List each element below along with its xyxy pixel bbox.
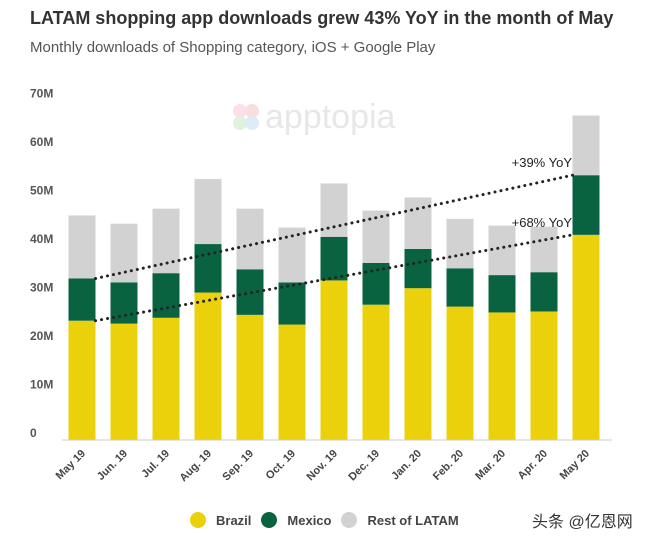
bar-brazil: [68, 320, 96, 440]
y-tick-label: 10M: [30, 378, 53, 392]
y-tick-label: 20M: [30, 329, 53, 343]
bar-rest-of-latam: [236, 208, 264, 270]
bar-brazil: [530, 311, 558, 440]
bar-rest-of-latam: [194, 179, 222, 245]
x-tick-label: Oct. 19: [264, 448, 298, 482]
bar-mexico: [152, 273, 180, 318]
legend-item: Mexico: [261, 512, 331, 528]
bar-mexico: [110, 282, 138, 324]
x-tick-label: Jul. 19: [139, 448, 172, 481]
bar-rest-of-latam: [362, 210, 390, 263]
bar-rest-of-latam: [446, 218, 474, 269]
bar-mexico: [320, 236, 348, 281]
chart-subtitle: Monthly downloads of Shopping category, …: [30, 39, 436, 56]
bar-mexico: [404, 248, 432, 289]
source-watermark: 头条 @亿恩网: [532, 514, 633, 531]
bar-brazil: [152, 317, 180, 440]
x-tick-label: Jan. 20: [389, 448, 424, 483]
y-tick-label: 30M: [30, 281, 53, 295]
trend-line: [94, 173, 574, 280]
x-tick-label: Sep. 19: [220, 448, 256, 484]
bar-rest-of-latam: [320, 183, 348, 237]
bar-brazil: [362, 304, 390, 440]
bar-brazil: [572, 234, 600, 440]
x-tick-label: Mar. 20: [473, 448, 508, 483]
x-tick-label: May 19: [54, 448, 88, 482]
bar-mexico: [236, 269, 264, 315]
bar-mexico: [488, 275, 516, 313]
bar-brazil: [320, 280, 348, 440]
bar-rest-of-latam: [572, 115, 600, 176]
x-tick-label: Apr. 20: [516, 448, 550, 482]
y-tick-label: 50M: [30, 184, 53, 198]
chart-title: LATAM shopping app downloads grew 43% Yo…: [30, 8, 614, 28]
apptopia-logo: apptopia: [233, 98, 396, 136]
legend-label: Brazil: [216, 512, 252, 528]
bar-rest-of-latam: [530, 226, 558, 273]
bar-brazil: [404, 288, 432, 440]
legend-swatch: [341, 512, 358, 528]
x-tick-label: Nov. 19: [305, 448, 341, 484]
x-tick-label: Jun. 19: [95, 448, 130, 483]
bar-mexico: [446, 268, 474, 307]
bar-mexico: [530, 272, 558, 312]
legend: Brazil Mexico Rest of LATAM: [190, 512, 469, 528]
x-tick-label: Aug. 19: [178, 448, 215, 485]
trend-label: +68% YoY: [512, 215, 573, 230]
bar-brazil: [236, 314, 264, 440]
bar-rest-of-latam: [404, 197, 432, 249]
legend-item: Rest of LATAM: [341, 512, 459, 528]
bar-brazil: [110, 323, 138, 440]
trend-line: [94, 233, 574, 323]
bar-brazil: [446, 306, 474, 440]
bar-brazil: [488, 312, 516, 440]
legend-label: Rest of LATAM: [367, 512, 459, 528]
legend-label: Mexico: [287, 512, 332, 528]
bar-mexico: [572, 175, 600, 235]
trend-label: +39% YoY: [512, 155, 573, 170]
logo-text: apptopia: [265, 98, 396, 136]
y-tick-label: 40M: [30, 232, 53, 246]
x-tick-label: Feb. 20: [431, 448, 466, 483]
x-tick-label: Dec. 19: [346, 448, 382, 484]
bar-brazil: [278, 324, 306, 440]
bar-mexico: [362, 262, 390, 305]
bar-brazil: [194, 292, 222, 440]
bar-mexico: [278, 282, 306, 325]
y-tick-label: 0: [30, 426, 37, 440]
bar-mexico: [194, 244, 222, 293]
y-tick-label: 60M: [30, 135, 53, 149]
bar-rest-of-latam: [68, 215, 96, 279]
legend-item: Brazil: [190, 512, 251, 528]
bar-rest-of-latam: [488, 225, 516, 276]
y-tick-label: 70M: [30, 87, 53, 101]
bar-mexico: [68, 278, 96, 321]
x-tick-label: May 20: [558, 448, 592, 482]
legend-swatch: [261, 512, 278, 528]
legend-swatch: [190, 512, 206, 528]
